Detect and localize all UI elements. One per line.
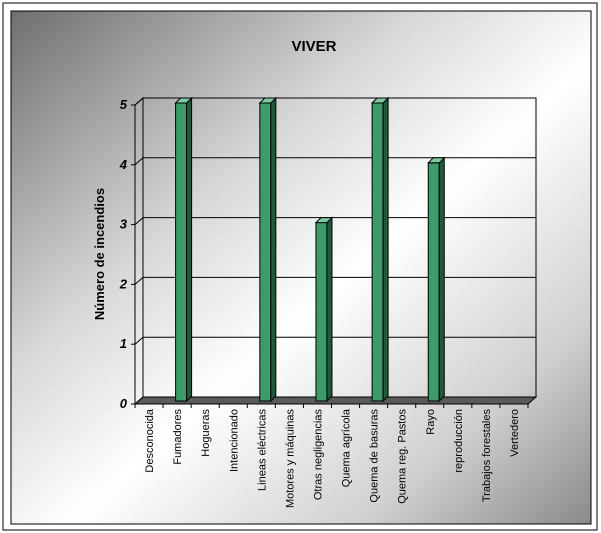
bar-top xyxy=(370,97,390,104)
bar-side xyxy=(438,156,445,403)
chart-title: VIVER xyxy=(291,38,336,55)
y-tick-label: 5 xyxy=(120,97,128,112)
x-tick-label: reproducción xyxy=(453,409,465,473)
x-tick-label: Otras negligencias xyxy=(312,409,324,501)
bar-top xyxy=(174,97,193,104)
x-tick-label: Vertedero xyxy=(509,409,521,457)
y-tick-label: 4 xyxy=(119,157,128,172)
y-tick-label: 0 xyxy=(120,396,128,411)
x-tick-label: Quema de basuras xyxy=(369,409,381,503)
gridline-side xyxy=(134,336,144,345)
bar xyxy=(371,102,384,402)
x-tick-label: Desconocida xyxy=(144,408,156,472)
bar-side xyxy=(326,216,333,403)
bar-top xyxy=(427,157,446,164)
bar-side xyxy=(186,96,193,403)
bar-side xyxy=(270,96,277,403)
x-tick-label: Fumadores xyxy=(172,409,184,465)
bar xyxy=(259,102,272,402)
bar xyxy=(427,162,440,402)
x-tick-label: Intencionado xyxy=(228,409,240,472)
y-tick-label: 3 xyxy=(120,217,128,232)
y-axis-label: Número de incendios xyxy=(92,188,107,320)
bar-top xyxy=(258,97,278,104)
x-tick-label: Quema agrícola xyxy=(341,408,353,487)
gridline-side xyxy=(134,97,144,106)
x-tick-label: Hogueras xyxy=(200,409,212,457)
plot-floor xyxy=(133,396,538,405)
bar-top xyxy=(314,217,334,224)
x-tick-label: Lineas eléctricas xyxy=(256,409,268,491)
x-tick-label: Quema reg. Pastos xyxy=(397,409,409,504)
gridline-side xyxy=(134,217,144,225)
x-tick-label: Rayo xyxy=(425,409,437,435)
gridline-side xyxy=(134,157,144,166)
bar xyxy=(175,102,188,402)
bar xyxy=(315,222,328,402)
bar-side xyxy=(382,96,389,403)
y-tick-label: 2 xyxy=(119,276,128,291)
x-tick-label: Motores y máquinas xyxy=(284,409,296,509)
chart-area-background xyxy=(10,10,592,525)
plot-area: 0 1 2 3 4 5 Desconocida Fumadores Hogueras Intenc… xyxy=(119,96,538,509)
x-tick-label: Trabajos forestales xyxy=(481,409,493,503)
gridline-side xyxy=(134,277,144,285)
y-tick-label: 1 xyxy=(120,336,127,351)
